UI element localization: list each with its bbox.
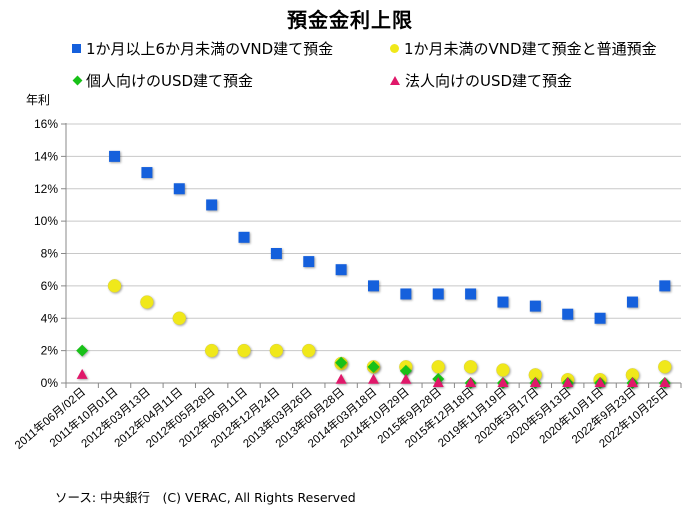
y-tick-label: 14% [34,149,58,163]
data-point-triangle [594,377,606,387]
legend-item-usd-individual: 個人向けのUSD建て預金 [72,70,253,91]
series-4 [76,368,671,387]
data-point-circle [107,279,122,293]
y-tick-label: 0% [41,376,59,390]
data-point-square [659,280,671,292]
data-point-circle [658,360,672,374]
data-point-square [497,296,509,308]
data-point-triangle [335,373,347,384]
data-point-triangle [76,368,88,379]
data-point-square [368,280,379,292]
data-point-circle [204,343,219,358]
y-tick-labels: 0% 2% 4% 6% 8% 10% 12% 14% 16% [34,117,58,390]
legend-label: 1か月以上6か月未満のVND建て預金 [86,40,334,58]
y-tick-label: 4% [41,311,59,325]
legend-item-vnd-1-6m: 1か月以上6か月未満のVND建て預金 [72,38,333,59]
series-2 [107,279,672,387]
data-point-square [238,231,250,243]
legend-label: 法人向けのUSD建て預金 [405,72,573,90]
data-point-diamond [367,360,380,373]
data-point-circle [172,311,187,325]
data-point-triangle [497,377,509,387]
data-point-triangle [562,377,574,387]
data-point-square [465,288,477,300]
legend-label: 個人向けのUSD建て預金 [86,72,254,90]
data-point-circle [237,343,251,358]
data-point-triangle [626,377,638,387]
y-tick-label: 2% [41,344,59,358]
data-point-square [109,150,121,162]
data-point-triangle [465,377,477,387]
legend-label: 1か月未満のVND建て預金と普通預金 [404,40,657,58]
circle-marker-icon [390,44,399,53]
data-point-circle [431,360,445,374]
data-point-square [432,288,444,300]
data-point-triangle [432,377,444,387]
y-tick-label: 16% [34,117,58,131]
square-marker-icon [72,44,81,53]
data-point-square [335,264,347,276]
data-point-circle [269,343,284,358]
data-point-circle [302,343,316,358]
gridlines [66,123,681,352]
data-point-circle [496,363,510,377]
data-point-triangle [400,373,412,384]
data-point-square [400,288,412,300]
x-tick-labels: 2011年06月/02日2011年10月01日2012年03月13日2012年0… [12,385,671,452]
axes [61,123,682,388]
y-tick-label: 10% [34,214,58,228]
data-point-square [173,183,185,195]
series-1 [109,150,671,324]
data-point-circle [140,295,154,309]
data-point-square [141,167,153,179]
data-point-diamond [399,364,412,377]
data-point-square [626,296,638,308]
data-point-circle [463,360,478,374]
data-point-square [206,199,218,211]
legend-item-vnd-under-1m: 1か月未満のVND建て預金と普通預金 [390,38,657,59]
chart-title: 預金金利上限 [287,8,413,32]
data-point-diamond [335,356,348,369]
data-points [76,150,672,389]
triangle-marker-icon [390,76,400,85]
data-point-triangle [659,377,671,387]
data-point-diamond [76,344,89,357]
data-point-triangle [368,373,379,384]
data-point-triangle [529,377,541,387]
source-footer: ソース: 中央銀行 (C) VERAC, All Rights Reserved [55,490,356,505]
y-axis-title: 年利 [26,93,51,107]
data-point-square [270,248,282,259]
data-point-square [303,256,315,268]
data-point-square [529,300,541,312]
legend-item-usd-corporate: 法人向けのUSD建て預金 [390,70,572,91]
y-tick-label: 8% [41,247,59,261]
y-tick-label: 12% [34,182,58,196]
y-tick-label: 6% [41,279,59,293]
data-point-square [562,308,574,320]
data-point-square [594,312,606,324]
